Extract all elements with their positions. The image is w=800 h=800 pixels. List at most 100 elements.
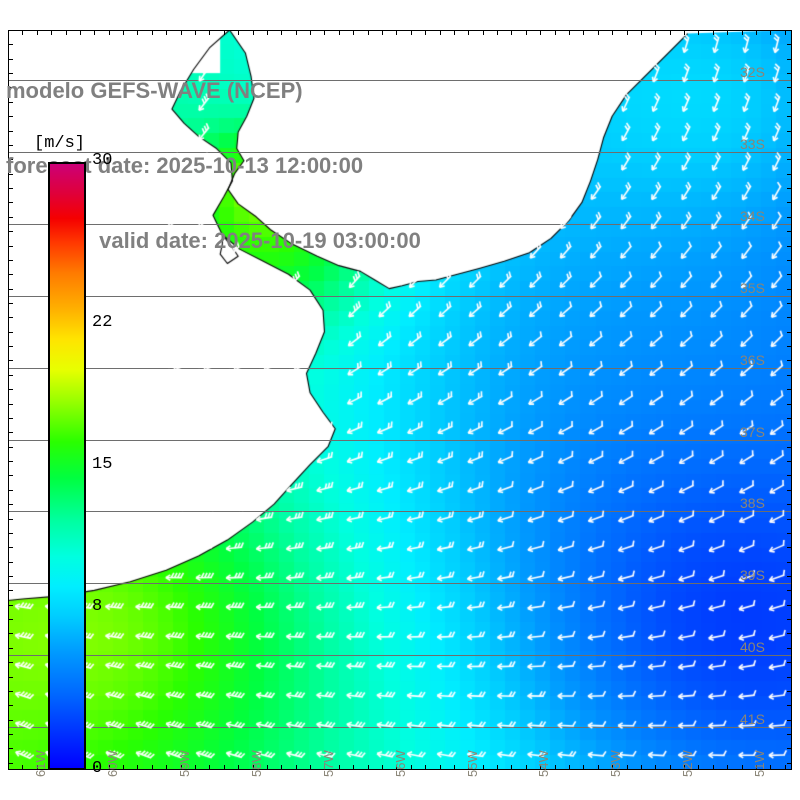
tick-bottom xyxy=(36,765,38,770)
tick-left xyxy=(8,417,13,419)
tick-top xyxy=(151,30,153,35)
tick-left xyxy=(8,216,13,218)
tick-bottom xyxy=(266,765,268,770)
tick-right xyxy=(787,633,792,635)
title-line-valid-date: valid date: 2025-10-19 03:00:00 xyxy=(99,228,421,253)
tick-right xyxy=(787,475,792,477)
tick-bottom xyxy=(396,765,398,770)
tick-bottom xyxy=(540,765,542,770)
tick-left xyxy=(8,662,13,664)
figure-title: modelo GEFS-WAVE (NCEP) forecast date: 2… xyxy=(0,28,520,303)
tick-bottom xyxy=(655,765,657,770)
tick-bottom xyxy=(439,765,441,770)
tick-bottom xyxy=(468,765,470,770)
tick-left xyxy=(8,274,13,276)
tick-left xyxy=(8,73,13,75)
tick-top xyxy=(353,30,355,35)
tick-left xyxy=(8,475,13,477)
tick-left xyxy=(8,403,13,405)
tick-bottom xyxy=(497,765,499,770)
tick-top xyxy=(79,30,81,35)
tick-top xyxy=(137,30,139,35)
tick-right xyxy=(787,662,792,664)
tick-top xyxy=(367,30,369,35)
tick-top xyxy=(22,30,24,35)
tick-bottom xyxy=(425,765,427,770)
tick-left xyxy=(8,144,13,146)
colorbar-tick-8: 8 xyxy=(92,596,103,616)
tick-left xyxy=(8,590,13,592)
tick-right xyxy=(787,590,792,592)
tick-top xyxy=(51,30,53,35)
tick-top xyxy=(511,30,513,35)
tick-left xyxy=(8,619,13,621)
tick-right xyxy=(787,690,792,692)
tick-bottom xyxy=(612,765,614,770)
longitude-label: 53W xyxy=(608,750,624,777)
tick-left xyxy=(8,489,13,491)
tick-right xyxy=(787,374,792,376)
tick-top xyxy=(482,30,484,35)
tick-top xyxy=(770,30,772,35)
latitude-label: 38S xyxy=(740,495,765,512)
tick-bottom xyxy=(238,765,240,770)
tick-top xyxy=(727,30,729,35)
tick-bottom xyxy=(108,765,110,770)
tick-top xyxy=(453,30,455,35)
tick-right xyxy=(787,346,792,348)
tick-left xyxy=(8,748,13,750)
tick-left xyxy=(8,762,13,764)
tick-top xyxy=(295,30,297,35)
tick-bottom xyxy=(252,765,254,770)
tick-right xyxy=(787,188,792,190)
title-line-model: modelo GEFS-WAVE (NCEP) xyxy=(6,78,303,103)
tick-top xyxy=(640,30,642,35)
tick-left xyxy=(8,734,13,736)
tick-bottom xyxy=(310,765,312,770)
tick-left xyxy=(8,446,13,448)
tick-right xyxy=(787,173,792,175)
tick-right xyxy=(787,389,792,391)
tick-right xyxy=(787,417,792,419)
latitude-label: 37S xyxy=(740,423,765,440)
map-plot-area[interactable] xyxy=(8,30,792,770)
tick-bottom xyxy=(482,765,484,770)
tick-bottom xyxy=(712,765,714,770)
tick-top xyxy=(252,30,254,35)
tick-left xyxy=(8,389,13,391)
tick-top xyxy=(684,30,686,35)
latitude-label: 36S xyxy=(740,351,765,368)
latitude-label: 33S xyxy=(740,136,765,153)
longitude-label: 57W xyxy=(320,750,336,777)
tick-bottom xyxy=(151,765,153,770)
tick-right xyxy=(787,446,792,448)
tick-top xyxy=(597,30,599,35)
tick-top xyxy=(698,30,700,35)
tick-top xyxy=(554,30,556,35)
tick-right xyxy=(787,547,792,549)
tick-right xyxy=(787,303,792,304)
tick-top xyxy=(266,30,268,35)
tick-left xyxy=(8,188,13,190)
tick-bottom xyxy=(295,765,297,770)
tick-left xyxy=(8,518,13,520)
tick-top xyxy=(540,30,542,35)
tick-right xyxy=(787,705,792,707)
tick-right xyxy=(787,44,792,46)
tick-bottom xyxy=(324,765,326,770)
longitude-label: 58W xyxy=(248,750,264,777)
tick-left xyxy=(8,360,13,362)
tick-right xyxy=(787,144,792,146)
tick-bottom xyxy=(137,765,139,770)
tick-top xyxy=(65,30,67,35)
tick-left xyxy=(8,547,13,549)
tick-top xyxy=(195,30,196,35)
tick-right xyxy=(787,87,792,89)
tick-top xyxy=(569,30,571,35)
colorbar-tick-22: 22 xyxy=(92,313,113,333)
tick-bottom xyxy=(583,765,585,770)
tick-top xyxy=(209,30,211,35)
tick-right xyxy=(787,461,792,463)
longitude-label: 61W xyxy=(32,750,48,777)
tick-top xyxy=(94,30,96,35)
